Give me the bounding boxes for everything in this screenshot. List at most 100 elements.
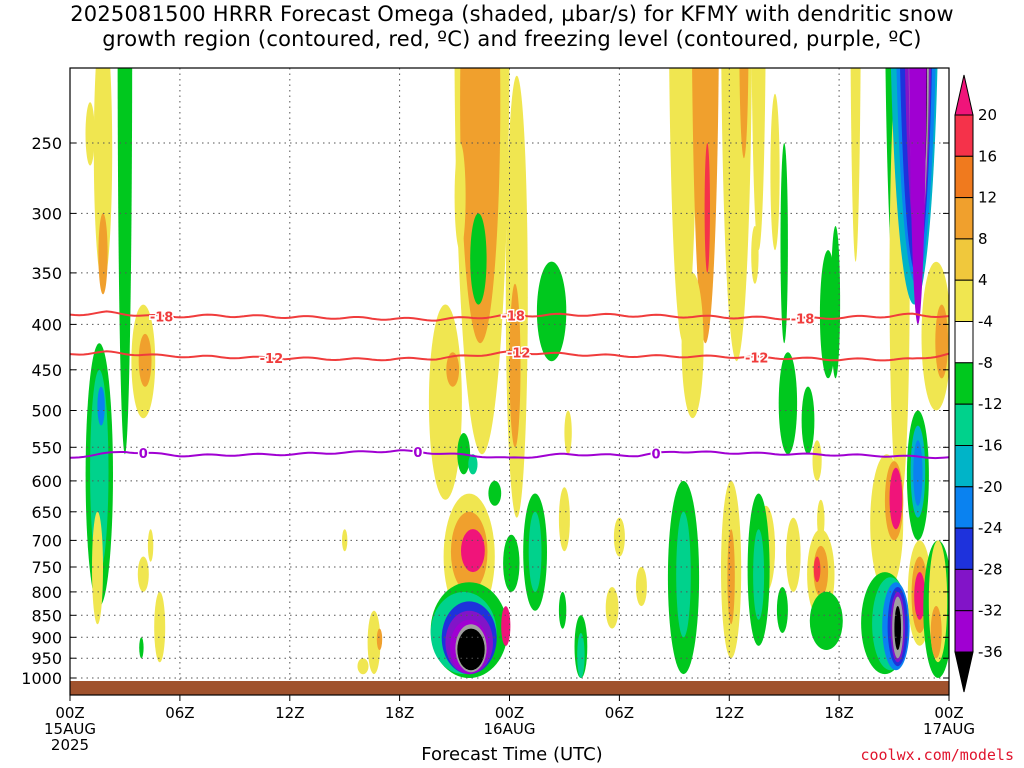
omega-shade-cell: [914, 572, 926, 620]
omega-shade-cell: [342, 529, 348, 552]
omega-shade-cell: [461, 529, 485, 573]
colorbar-segment: [954, 238, 974, 281]
y-tick-label: 800: [31, 583, 62, 602]
colorbar-segment: [954, 486, 974, 529]
x-tick-label: 18Z: [385, 704, 414, 722]
omega-shade-cell: [727, 529, 735, 625]
omega-shade-cell: [813, 556, 821, 583]
x-date-label: 2025: [51, 736, 89, 754]
x-tick-label: 12Z: [715, 704, 744, 722]
colorbar-top-arrow: [954, 74, 974, 116]
contours: -18 -18 -18 -12 -12 -12 0 0 0: [70, 308, 949, 464]
x-tick-label: 00Z: [934, 704, 963, 722]
omega-shade-cell: [509, 283, 521, 448]
x-date-label: 17AUG: [923, 720, 975, 738]
omega-shade-cell: [751, 68, 766, 251]
contour-label: -12: [745, 351, 769, 366]
y-tick-label: 750: [31, 558, 62, 577]
colorbar-label: -32: [978, 602, 1003, 620]
omega-shade-cell: [913, 440, 923, 506]
omega-shade-cell: [558, 487, 570, 552]
omega-shade-cell: [889, 467, 903, 530]
omega-shade-cell: [367, 610, 381, 675]
omega-shade-cell: [428, 304, 462, 500]
y-tick-label: 650: [31, 503, 62, 522]
chart-title-line-1: 2025081500 HRRR Forecast Omega (shaded, …: [70, 2, 954, 26]
omega-shade-cell: [446, 352, 460, 387]
x-tick-label: 06Z: [605, 704, 634, 722]
omega-shade-cell: [830, 226, 841, 379]
x-date-label: 15AUG: [44, 720, 96, 738]
omega-shade-cell: [468, 454, 478, 475]
omega-shade-cell: [564, 410, 572, 455]
y-tick-label: 700: [31, 531, 62, 550]
x-axis: 00Z 06Z 12Z 18Z 00Z 06Z 12Z 18Z 00Z15AUG202516AU…: [44, 695, 975, 754]
y-tick-label: 950: [31, 649, 62, 668]
contour-label: -18: [501, 310, 525, 325]
x-tick-label: 06Z: [165, 704, 194, 722]
omega-shading: [85, 68, 949, 678]
colorbar: 20 16 12 8 4 -4 -8 -12 -16 -20 -24 -28 -32 -36: [954, 74, 1003, 693]
colorbar-segment: [954, 362, 974, 405]
colorbar-segment: [954, 445, 974, 488]
omega-shade-cell: [739, 68, 749, 159]
omega-shade-cell: [909, 68, 927, 325]
y-tick-label: 250: [31, 134, 62, 153]
x-tick-label: 00Z: [55, 704, 84, 722]
chart-title: 2025081500 HRRR Forecast Omega (shaded, …: [0, 2, 1024, 52]
contour-label: -18: [150, 311, 174, 326]
omega-shade-cell: [460, 68, 501, 344]
y-tick-label: 850: [31, 606, 62, 625]
y-tick-label: 1000: [21, 669, 62, 688]
omega-shade-cell: [139, 637, 144, 659]
omega-shade-cell: [704, 143, 710, 273]
chart-title-line-2: growth region (contoured, red, ºC) and f…: [102, 27, 922, 51]
omega-shade-cell: [528, 511, 542, 592]
colorbar-segment: [954, 114, 974, 157]
omega-shade-cell: [817, 499, 825, 541]
omega-shade-cell: [613, 517, 625, 557]
omega-shade-cell: [503, 534, 520, 592]
contour-label: 0: [139, 447, 148, 462]
colorbar-label: -36: [978, 643, 1003, 661]
x-tick-label: 12Z: [275, 704, 304, 722]
colorbar-label: 16: [978, 147, 997, 165]
contour-line: [70, 449, 949, 460]
colorbar-label: 12: [978, 189, 997, 207]
omega-shade-cell: [376, 628, 383, 650]
colorbar-label: -4: [978, 313, 993, 331]
colorbar-label: 4: [978, 271, 988, 289]
colorbar-label: 20: [978, 106, 997, 124]
omega-shade-cell: [147, 529, 154, 562]
omega-shade-cell: [809, 591, 843, 651]
x-axis-title: Forecast Time (UTC): [421, 744, 603, 765]
y-tick-label: 550: [31, 438, 62, 457]
omega-shade-cell: [935, 304, 949, 379]
omega-shade-cell: [85, 102, 95, 166]
omega-shade-cell: [801, 386, 815, 455]
y-tick-label: 400: [31, 315, 62, 334]
colorbar-bottom-arrow: [954, 651, 974, 693]
contour-line: [70, 350, 949, 362]
omega-shade-cell: [930, 606, 942, 659]
colorbar-segment: [954, 321, 974, 364]
contour-label: -18: [791, 313, 815, 328]
contour-label: -12: [260, 352, 284, 367]
y-tick-label: 500: [31, 402, 62, 421]
omega-shade-cell: [137, 556, 149, 592]
contour-label: 0: [413, 446, 422, 461]
omega-shade-cell: [558, 591, 567, 629]
colorbar-label: -16: [978, 437, 1003, 455]
colorbar-label: -24: [978, 519, 1003, 537]
omega-shade-cell: [488, 480, 502, 506]
y-tick-label: 300: [31, 204, 62, 223]
omega-shade-cell: [778, 352, 798, 455]
colorbar-label: -28: [978, 560, 1003, 578]
omega-shade-cell: [605, 587, 619, 629]
omega-shade-cell: [681, 272, 704, 419]
y-tick-label: 350: [31, 264, 62, 283]
omega-shade-cell: [676, 511, 691, 638]
omega-shade-cell: [501, 606, 511, 646]
omega-shade-cell: [357, 658, 369, 675]
